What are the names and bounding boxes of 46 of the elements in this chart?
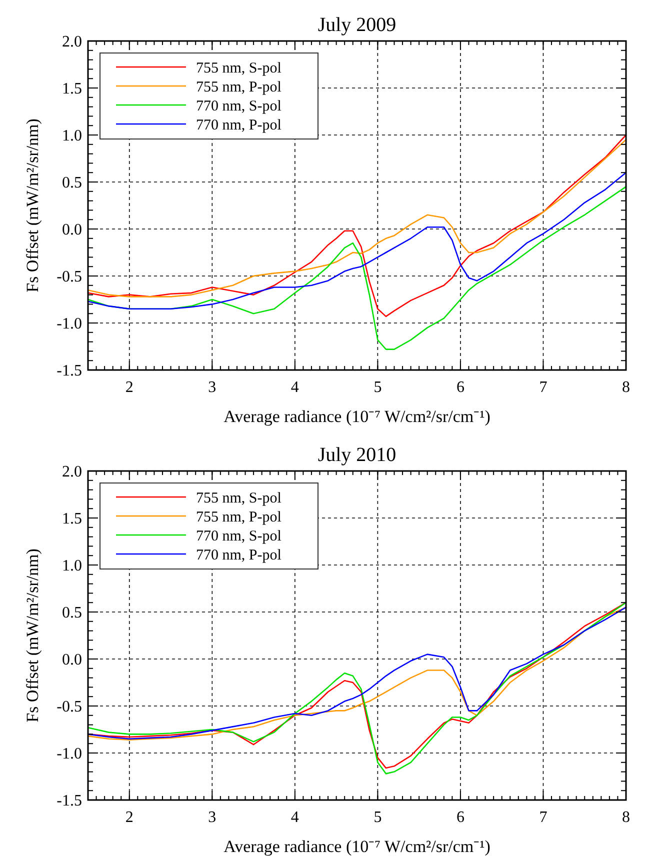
y-axis-title: Fs Offset (mW/m²/sr/nm) bbox=[23, 118, 42, 292]
legend-label: 755 nm, S-pol bbox=[196, 490, 282, 506]
y-tick-label: 1.5 bbox=[62, 510, 82, 528]
y-tick-label: 2.0 bbox=[62, 464, 82, 481]
x-tick-label: 7 bbox=[539, 809, 548, 826]
y-axis-title: Fs Offset (mW/m²/sr/nm) bbox=[23, 548, 42, 722]
line-series bbox=[87, 186, 627, 350]
x-tick-label: 3 bbox=[208, 379, 216, 396]
x-tick-label: 3 bbox=[208, 809, 216, 826]
line-series bbox=[87, 172, 627, 310]
x-tick-label: 4 bbox=[290, 809, 299, 826]
y-tick-label: 0.0 bbox=[62, 652, 82, 669]
y-tick-label: 0.5 bbox=[62, 174, 82, 192]
legend-label: 770 nm, S-pol bbox=[196, 528, 282, 544]
y-tick-label: 1.0 bbox=[62, 128, 82, 145]
y-tick-label: -0.5 bbox=[56, 698, 82, 716]
legend-label: 755 nm, P-pol bbox=[196, 509, 282, 526]
y-tick-label: -1.0 bbox=[56, 316, 82, 333]
x-axis-title: Average radiance (10⁻⁷ W/cm²/sr/cm⁻¹) bbox=[224, 407, 490, 426]
y-tick-label: 1.5 bbox=[62, 80, 82, 98]
x-tick-label: 4 bbox=[290, 379, 299, 396]
y-tick-label: 0.5 bbox=[62, 604, 82, 622]
y-tick-label: -1.5 bbox=[56, 792, 82, 810]
x-tick-label: 8 bbox=[622, 809, 630, 826]
y-tick-label: 1.0 bbox=[62, 558, 82, 575]
legend-label: 770 nm, P-pol bbox=[196, 547, 282, 564]
y-tick-label: -1.0 bbox=[56, 746, 82, 763]
x-tick-label: 5 bbox=[374, 809, 382, 826]
x-tick-label: 6 bbox=[456, 379, 464, 396]
y-tick-label: -0.5 bbox=[56, 268, 82, 286]
chart-title: July 2010 bbox=[318, 444, 396, 466]
y-tick-label: 2.0 bbox=[62, 34, 82, 51]
x-tick-label: 8 bbox=[622, 379, 630, 396]
legend-label: 770 nm, S-pol bbox=[196, 98, 282, 114]
x-tick-label: 6 bbox=[456, 809, 464, 826]
legend-label: 770 nm, P-pol bbox=[196, 117, 282, 134]
x-tick-label: 5 bbox=[374, 379, 382, 396]
legend-label: 755 nm, S-pol bbox=[196, 60, 282, 76]
y-tick-label: -1.5 bbox=[56, 362, 82, 380]
y-tick-label: 0.0 bbox=[62, 222, 82, 239]
chart-title: July 2009 bbox=[318, 14, 396, 36]
x-tick-label: 2 bbox=[125, 379, 134, 396]
x-tick-label: 2 bbox=[125, 809, 134, 826]
legend-label: 755 nm, P-pol bbox=[196, 79, 282, 96]
x-axis-title: Average radiance (10⁻⁷ W/cm²/sr/cm⁻¹) bbox=[224, 837, 490, 856]
x-tick-label: 7 bbox=[539, 379, 548, 396]
